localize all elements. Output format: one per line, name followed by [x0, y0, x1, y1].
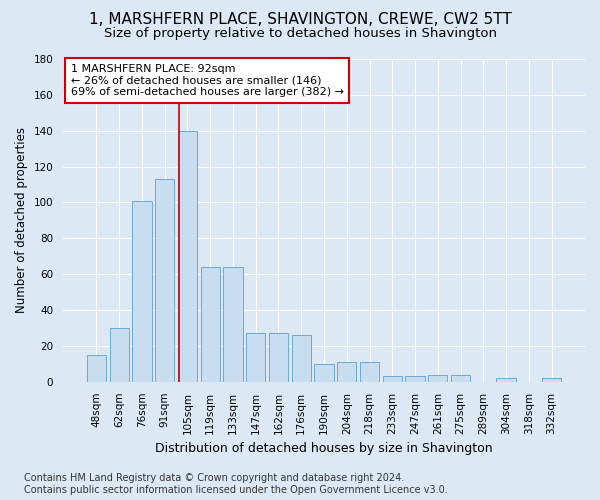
Bar [360, 362, 379, 382]
Bar [337, 362, 356, 382]
Bar [178, 130, 197, 382]
Bar [200, 267, 220, 382]
Text: 1, MARSHFERN PLACE, SHAVINGTON, CREWE, CW2 5TT: 1, MARSHFERN PLACE, SHAVINGTON, CREWE, C… [89, 12, 511, 28]
Text: Contains HM Land Registry data © Crown copyright and database right 2024.
Contai: Contains HM Land Registry data © Crown c… [24, 474, 448, 495]
X-axis label: Distribution of detached houses by size in Shavington: Distribution of detached houses by size … [155, 442, 493, 455]
Bar [314, 364, 334, 382]
Bar [110, 328, 129, 382]
Bar [269, 334, 288, 382]
Bar [496, 378, 516, 382]
Bar [132, 200, 152, 382]
Bar [406, 376, 425, 382]
Bar [87, 355, 106, 382]
Y-axis label: Number of detached properties: Number of detached properties [15, 128, 28, 314]
Bar [292, 335, 311, 382]
Bar [451, 374, 470, 382]
Bar [383, 376, 402, 382]
Text: 1 MARSHFERN PLACE: 92sqm
← 26% of detached houses are smaller (146)
69% of semi-: 1 MARSHFERN PLACE: 92sqm ← 26% of detach… [71, 64, 344, 97]
Bar [542, 378, 561, 382]
Bar [223, 267, 242, 382]
Text: Size of property relative to detached houses in Shavington: Size of property relative to detached ho… [104, 28, 497, 40]
Bar [246, 334, 265, 382]
Bar [155, 179, 175, 382]
Bar [428, 374, 448, 382]
